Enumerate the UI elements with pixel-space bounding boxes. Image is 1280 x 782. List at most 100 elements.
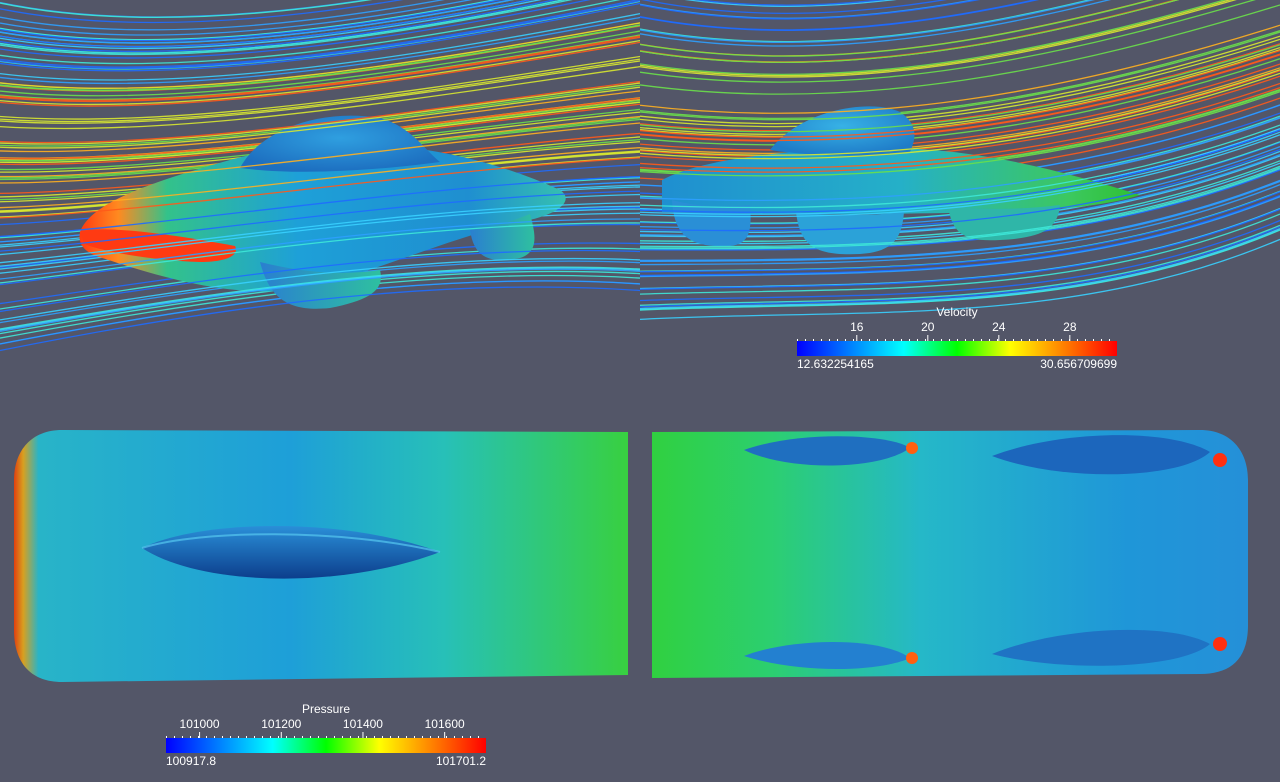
streamline [0, 249, 640, 313]
streamline [0, 190, 640, 252]
streamline [0, 16, 640, 85]
pressure-legend: Pressure 101000 101200 101400 101600 100917… [166, 702, 486, 772]
streamline [640, 0, 1040, 31]
streamline [640, 238, 1280, 321]
viewport-front-perspective[interactable] [0, 0, 640, 400]
streamline [640, 168, 1280, 250]
pressure-legend-ticklabels: 101000 101200 101400 101600 [166, 717, 486, 731]
streamline [640, 226, 1280, 308]
streamline [640, 58, 1280, 146]
streamline [0, 175, 640, 238]
streamline [640, 70, 1280, 157]
streamline [640, 124, 1280, 209]
streamline [640, 46, 1280, 136]
streamline [0, 222, 640, 284]
streamline [0, 65, 640, 130]
streamline [0, 0, 640, 68]
streamline [0, 0, 543, 50]
streamline [640, 69, 1280, 156]
streamline [640, 219, 1280, 302]
velocity-legend-title: Velocity [936, 305, 978, 319]
streamline [640, 63, 1280, 151]
streamline [640, 195, 1280, 277]
streamline [640, 67, 1280, 155]
wheel-hotspot [906, 652, 918, 664]
streamline [640, 82, 1280, 169]
viewport-rear-perspective[interactable] [640, 0, 1280, 400]
streamline [640, 0, 1095, 44]
car-body [662, 147, 1140, 215]
streamline [640, 184, 1280, 266]
streamline [0, 60, 640, 124]
velocity-legend-min: 12.632254165 [797, 357, 874, 371]
streamline [0, 0, 445, 31]
front-perspective-render [0, 0, 640, 352]
wheel-hotspot [1213, 453, 1227, 467]
streamline [640, 0, 980, 20]
streamline [0, 202, 640, 264]
bottom-pressure-render [652, 430, 1248, 678]
streamline [640, 0, 1112, 47]
streamline [0, 30, 640, 97]
streamline [640, 0, 1180, 63]
streamline [0, 35, 640, 101]
streamline [0, 0, 404, 24]
streamline [0, 0, 473, 36]
streamline [0, 0, 558, 53]
streamline [0, 218, 640, 280]
viewport-top-pressure[interactable] [0, 400, 640, 782]
pressure-legend-max: 101701.2 [435, 754, 486, 768]
streamline [0, 0, 499, 41]
velocity-legend-max: 30.656709699 [1040, 357, 1117, 371]
front-wheel-fairing [260, 262, 381, 309]
streamline [0, 80, 640, 144]
streamline [694, 0, 886, 6]
streamline [640, 38, 1280, 128]
streamline [0, 0, 591, 59]
streamline [0, 257, 640, 321]
streamline [0, 41, 640, 107]
streamline [640, 0, 1232, 77]
streamline [640, 131, 1280, 215]
streamline [640, 91, 1280, 177]
wheel-fairing-rear-right [992, 629, 1210, 666]
streamline [640, 43, 1280, 132]
streamline [0, 0, 566, 54]
wheel-fairing-front-left [744, 436, 910, 466]
streamline [640, 44, 1280, 133]
streamline [0, 82, 640, 145]
canopy [770, 106, 915, 156]
velocity-legend-ticklabels: 16 20 24 28 [797, 320, 1117, 334]
streamline [640, 169, 1280, 251]
wheel-fairing-group [744, 435, 1227, 669]
streamline [0, 267, 640, 331]
pressure-legend-title: Pressure [301, 702, 351, 716]
legend-tick-label: 16 [850, 320, 864, 334]
streamline [640, 24, 1280, 114]
viewport-bottom-pressure[interactable] [640, 400, 1280, 782]
streamlines-front-layer [0, 0, 640, 352]
pressure-colorbar [166, 738, 486, 753]
streamline [640, 213, 1280, 295]
streamline [0, 0, 514, 44]
streamline [640, 31, 1280, 121]
streamline [685, 0, 897, 7]
velocity-colorbar [797, 341, 1117, 356]
streamline [640, 72, 1280, 160]
streamline [0, 55, 640, 120]
streamline [0, 268, 640, 332]
wheel-fairing-rear-left [992, 435, 1210, 475]
streamline [0, 0, 573, 56]
streamline [640, 196, 1280, 278]
streamline [640, 49, 1280, 137]
streamline [0, 2, 640, 72]
streamline [0, 0, 621, 65]
streamline [640, 148, 1280, 232]
streamlines-front-layer [640, 0, 1280, 311]
streamline [0, 286, 640, 352]
streamline [0, 0, 640, 70]
streamline [640, 207, 1280, 290]
streamline [640, 224, 1280, 306]
streamline [640, 0, 1237, 78]
